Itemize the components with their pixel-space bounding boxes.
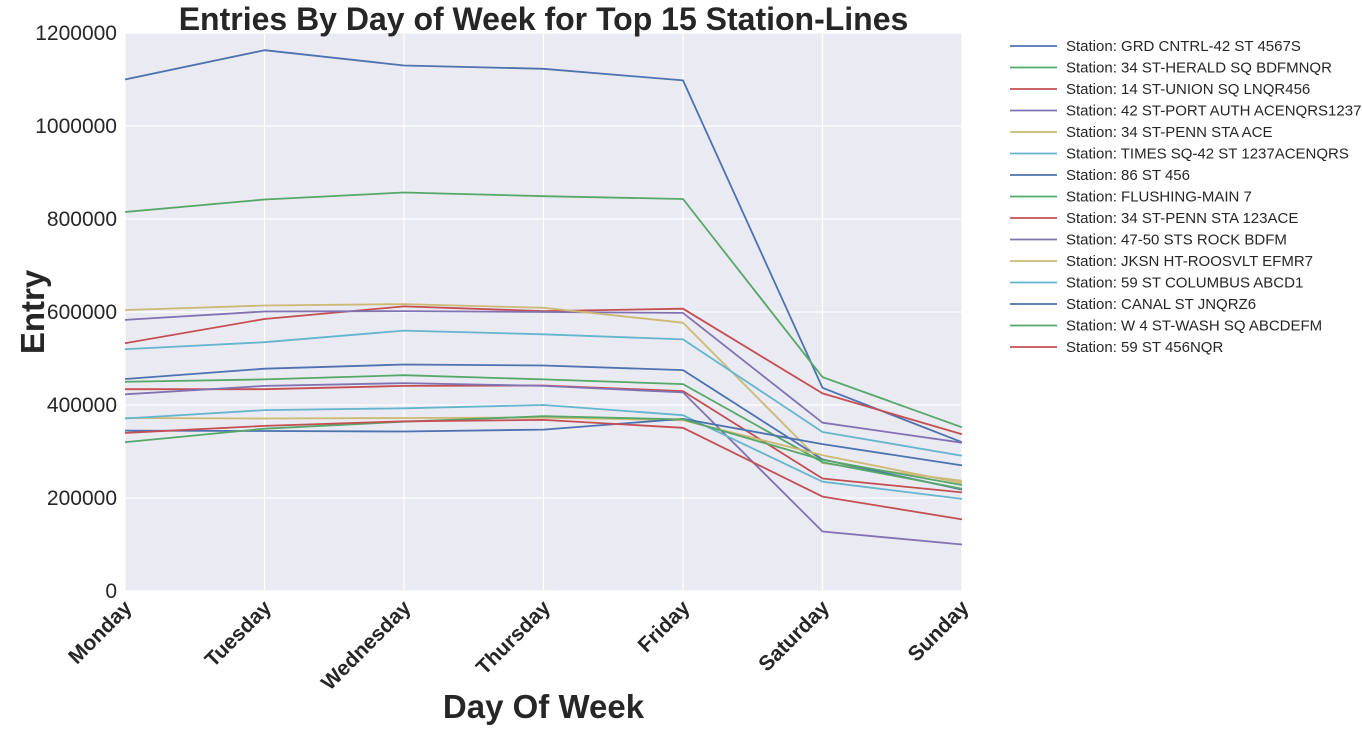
y-tick-label: 1200000 [35, 22, 117, 45]
y-axis-label: Entry [14, 269, 51, 354]
x-tick-label: Sunday [904, 596, 974, 666]
legend-entry: Station: W 4 ST-WASH SQ ABCDEFM [1066, 318, 1322, 335]
legend-entry: Station: 14 ST-UNION SQ LNQR456 [1066, 81, 1310, 98]
series-line [124, 416, 963, 484]
x-tick-label: Tuesday [201, 596, 277, 672]
legend-entry: Station: FLUSHING-MAIN 7 [1066, 189, 1252, 206]
legend-entry: Station: 59 ST 456NQR [1066, 339, 1223, 356]
legend-entry: Station: 86 ST 456 [1066, 167, 1190, 184]
series-line [124, 418, 963, 521]
legend-entry: Station: 34 ST-HERALD SQ BDFMNQR [1066, 60, 1332, 77]
x-tick-label: Friday [634, 596, 695, 657]
legend: Station: GRD CNTRL-42 ST 4567S Station: 3… [1010, 38, 1361, 356]
x-axis-label: Day Of Week [443, 688, 645, 725]
y-tick-label: 600000 [47, 301, 117, 324]
series-line [124, 374, 963, 490]
legend-entry: Station: CANAL ST JNQRZ6 [1066, 296, 1256, 313]
series-lines [124, 49, 963, 546]
series-line [124, 49, 963, 444]
y-tick-label: 400000 [47, 394, 117, 417]
legend-entry: Station: 34 ST-PENN STA ACE [1066, 124, 1272, 141]
legend-entry: Station: TIMES SQ-42 ST 1237ACENQRS [1066, 146, 1349, 163]
series-line [124, 382, 963, 546]
series-line [124, 329, 963, 457]
y-tick-label: 1000000 [35, 115, 117, 138]
legend-entry: Station: 59 ST COLUMBUS ABCD1 [1066, 275, 1303, 292]
x-tick-label: Wednesday [317, 596, 416, 695]
series-line [124, 310, 963, 444]
chart-title: Entries By Day of Week for Top 15 Statio… [179, 1, 909, 37]
x-tick-label: Monday [64, 596, 137, 669]
legend-entry: Station: GRD CNTRL-42 ST 4567S [1066, 38, 1301, 55]
y-tick-label: 200000 [47, 487, 117, 510]
x-tick-labels: Monday Tuesday Wednesday Thursday Friday Satu… [64, 596, 974, 695]
y-tick-labels: 0 200000 400000 600000 800000 1000000 1200000 [35, 22, 117, 603]
series-line [124, 415, 963, 486]
y-tick-label: 0 [105, 580, 117, 603]
legend-entry: Station: 47-50 STS ROCK BDFM [1066, 232, 1287, 249]
legend-entry: Station: 34 ST-PENN STA 123ACE [1066, 210, 1298, 227]
series-line [124, 404, 963, 500]
series-line [124, 417, 963, 467]
y-tick-label: 800000 [47, 208, 117, 231]
series-line [124, 191, 963, 429]
x-tick-label: Thursday [472, 596, 555, 679]
x-tick-label: Saturday [754, 596, 834, 676]
legend-entry: Station: JKSN HT-ROOSVLT EFMR7 [1066, 253, 1313, 270]
legend-entry: Station: 42 ST-PORT AUTH ACENQRS1237 [1066, 103, 1361, 120]
